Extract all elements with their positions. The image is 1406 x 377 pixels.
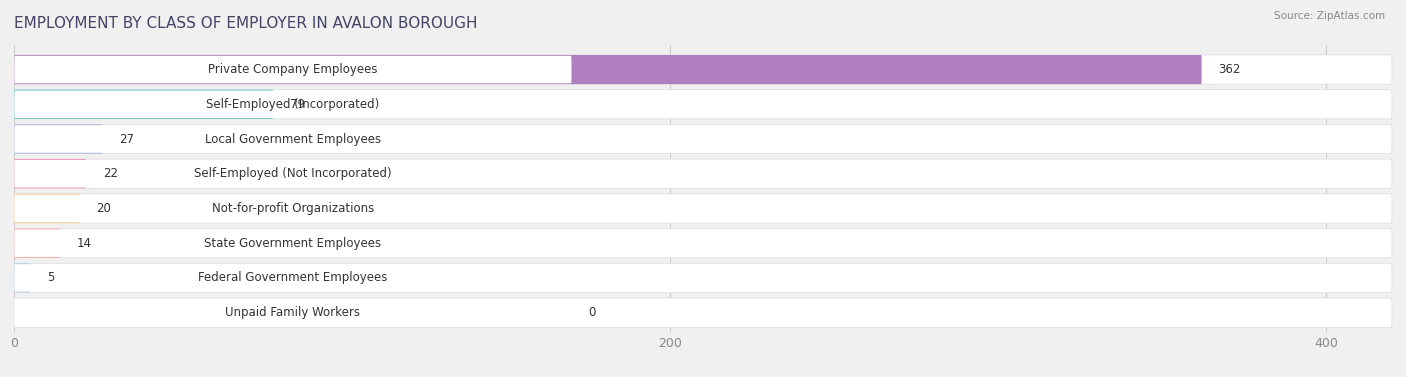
Text: 79: 79 xyxy=(290,98,305,111)
FancyBboxPatch shape xyxy=(14,195,571,222)
Text: 362: 362 xyxy=(1218,63,1240,76)
Text: 20: 20 xyxy=(96,202,111,215)
FancyBboxPatch shape xyxy=(14,124,103,153)
FancyBboxPatch shape xyxy=(14,298,1392,327)
FancyBboxPatch shape xyxy=(14,125,571,153)
Text: Self-Employed (Not Incorporated): Self-Employed (Not Incorporated) xyxy=(194,167,392,180)
FancyBboxPatch shape xyxy=(14,124,1392,153)
Text: Not-for-profit Organizations: Not-for-profit Organizations xyxy=(212,202,374,215)
FancyBboxPatch shape xyxy=(14,90,571,118)
FancyBboxPatch shape xyxy=(14,56,571,83)
FancyBboxPatch shape xyxy=(14,159,1392,188)
Text: 0: 0 xyxy=(588,306,596,319)
Text: 5: 5 xyxy=(46,271,55,284)
FancyBboxPatch shape xyxy=(14,228,1392,258)
FancyBboxPatch shape xyxy=(14,55,1392,84)
Text: State Government Employees: State Government Employees xyxy=(204,237,381,250)
Text: Federal Government Employees: Federal Government Employees xyxy=(198,271,388,284)
Text: 22: 22 xyxy=(103,167,118,180)
FancyBboxPatch shape xyxy=(14,124,1392,153)
Text: 27: 27 xyxy=(120,132,134,146)
Text: Local Government Employees: Local Government Employees xyxy=(205,132,381,146)
FancyBboxPatch shape xyxy=(14,194,1392,223)
FancyBboxPatch shape xyxy=(14,298,1392,327)
FancyBboxPatch shape xyxy=(14,228,1392,258)
FancyBboxPatch shape xyxy=(14,194,80,223)
FancyBboxPatch shape xyxy=(14,264,1392,293)
FancyBboxPatch shape xyxy=(14,159,86,188)
Text: EMPLOYMENT BY CLASS OF EMPLOYER IN AVALON BOROUGH: EMPLOYMENT BY CLASS OF EMPLOYER IN AVALO… xyxy=(14,16,478,31)
Text: Private Company Employees: Private Company Employees xyxy=(208,63,378,76)
FancyBboxPatch shape xyxy=(14,90,273,119)
Text: Source: ZipAtlas.com: Source: ZipAtlas.com xyxy=(1274,11,1385,21)
FancyBboxPatch shape xyxy=(14,264,31,293)
Text: 14: 14 xyxy=(76,237,91,250)
FancyBboxPatch shape xyxy=(14,55,1202,84)
FancyBboxPatch shape xyxy=(14,159,1392,188)
Text: Unpaid Family Workers: Unpaid Family Workers xyxy=(225,306,360,319)
FancyBboxPatch shape xyxy=(14,55,1392,84)
FancyBboxPatch shape xyxy=(14,194,1392,223)
FancyBboxPatch shape xyxy=(14,160,571,187)
FancyBboxPatch shape xyxy=(14,90,1392,119)
FancyBboxPatch shape xyxy=(14,264,571,292)
FancyBboxPatch shape xyxy=(14,228,60,258)
FancyBboxPatch shape xyxy=(14,264,1392,293)
FancyBboxPatch shape xyxy=(14,90,1392,119)
FancyBboxPatch shape xyxy=(14,299,571,326)
FancyBboxPatch shape xyxy=(14,230,571,257)
Text: Self-Employed (Incorporated): Self-Employed (Incorporated) xyxy=(207,98,380,111)
